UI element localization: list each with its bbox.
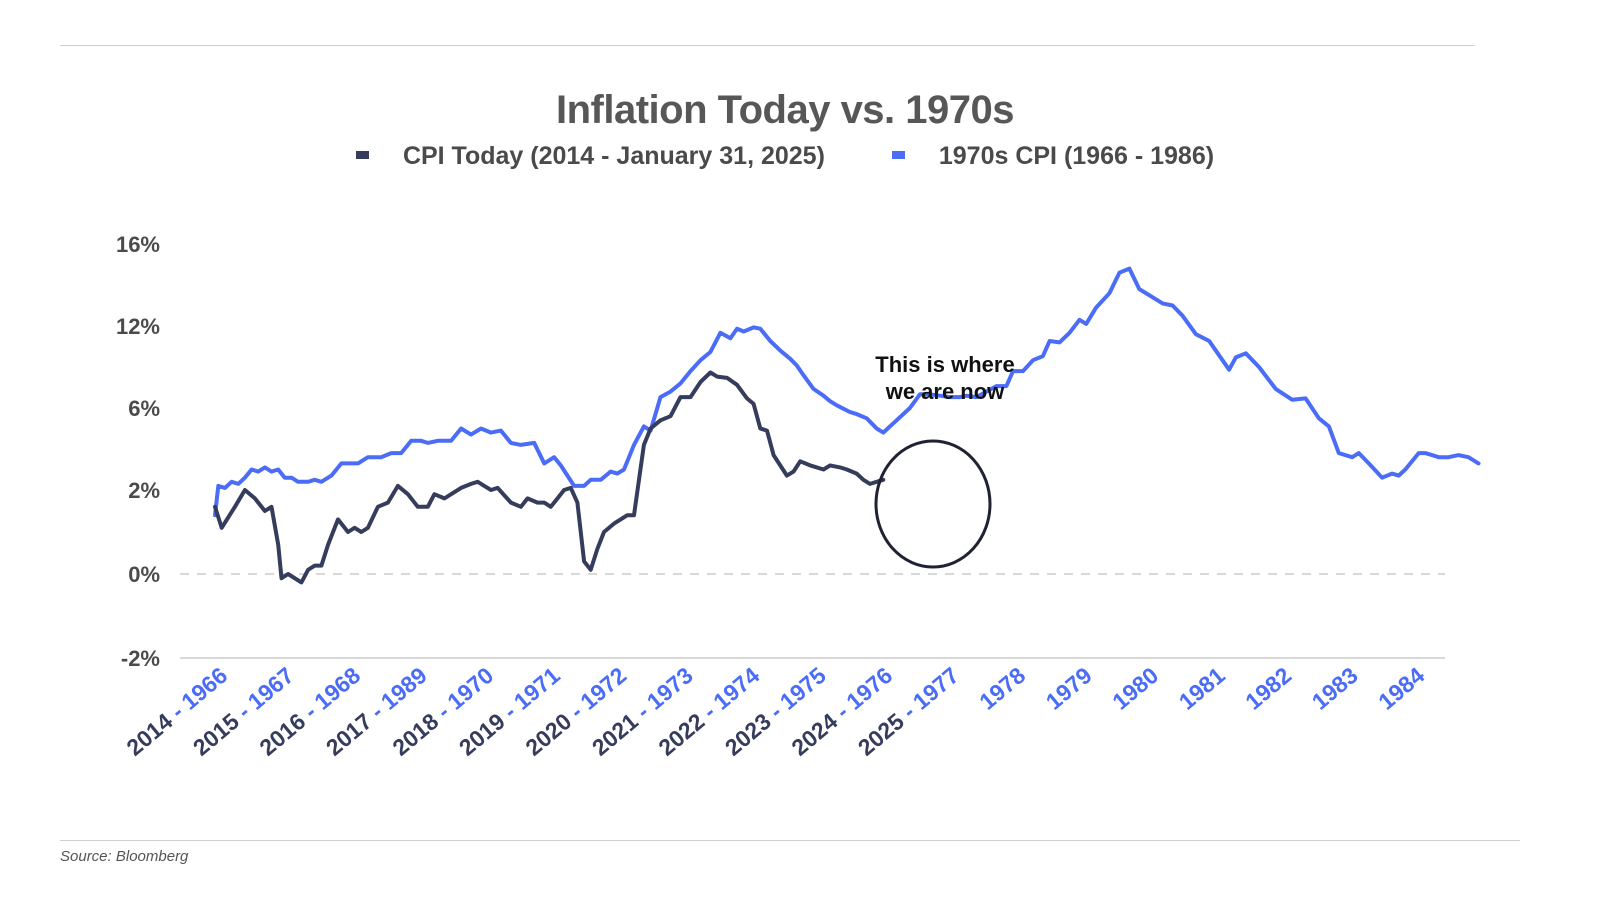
y-tick-label: 12% bbox=[116, 314, 160, 339]
x-tick-label: 1983 bbox=[1307, 662, 1363, 715]
legend-item-1970s: 1970s CPI (1966 - 1986) bbox=[891, 142, 1215, 171]
annotation: This is where we are now bbox=[874, 352, 1015, 569]
legend: CPI Today (2014 - January 31, 2025) 1970… bbox=[0, 142, 1570, 171]
legend-label-today: CPI Today (2014 - January 31, 2025) bbox=[402, 142, 825, 170]
legend-swatch-today bbox=[355, 151, 369, 160]
y-tick-label: 0% bbox=[128, 562, 160, 587]
legend-item-today: CPI Today (2014 - January 31, 2025) bbox=[355, 142, 825, 171]
y-tick-label: 2% bbox=[128, 478, 160, 503]
x-tick-label: 1978 bbox=[974, 662, 1030, 715]
annotation-line-1: This is where bbox=[875, 352, 1014, 377]
bottom-divider bbox=[60, 840, 1520, 841]
chart-title: Inflation Today vs. 1970s bbox=[555, 88, 1015, 132]
series-line-1970s-cpi bbox=[213, 266, 1481, 518]
legend-label-1970s: 1970s CPI (1966 - 1986) bbox=[938, 142, 1215, 170]
annotation-circle bbox=[874, 439, 992, 569]
top-divider bbox=[60, 45, 1475, 46]
x-tick-label: 1980 bbox=[1107, 662, 1163, 715]
x-tick-label: 1984 bbox=[1373, 662, 1429, 715]
series-line-cpi-today bbox=[213, 370, 886, 585]
x-tick-label: 1979 bbox=[1041, 662, 1097, 715]
x-tick-label: 1982 bbox=[1240, 662, 1296, 715]
source-note: Source: Bloomberg bbox=[60, 848, 189, 865]
y-tick-label: 6% bbox=[128, 396, 160, 421]
annotation-line-2: we are now bbox=[885, 379, 1005, 404]
y-tick-label: -2% bbox=[121, 646, 160, 671]
legend-swatch-1970s bbox=[891, 151, 905, 160]
y-tick-labels: 16% 12% 6% 2% 0% -2% bbox=[116, 232, 160, 671]
y-tick-label: 16% bbox=[116, 232, 160, 257]
x-tick-label: 1981 bbox=[1174, 662, 1230, 715]
series-lines bbox=[213, 266, 1481, 585]
